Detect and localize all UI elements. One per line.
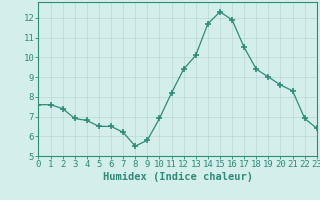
X-axis label: Humidex (Indice chaleur): Humidex (Indice chaleur): [103, 172, 252, 182]
